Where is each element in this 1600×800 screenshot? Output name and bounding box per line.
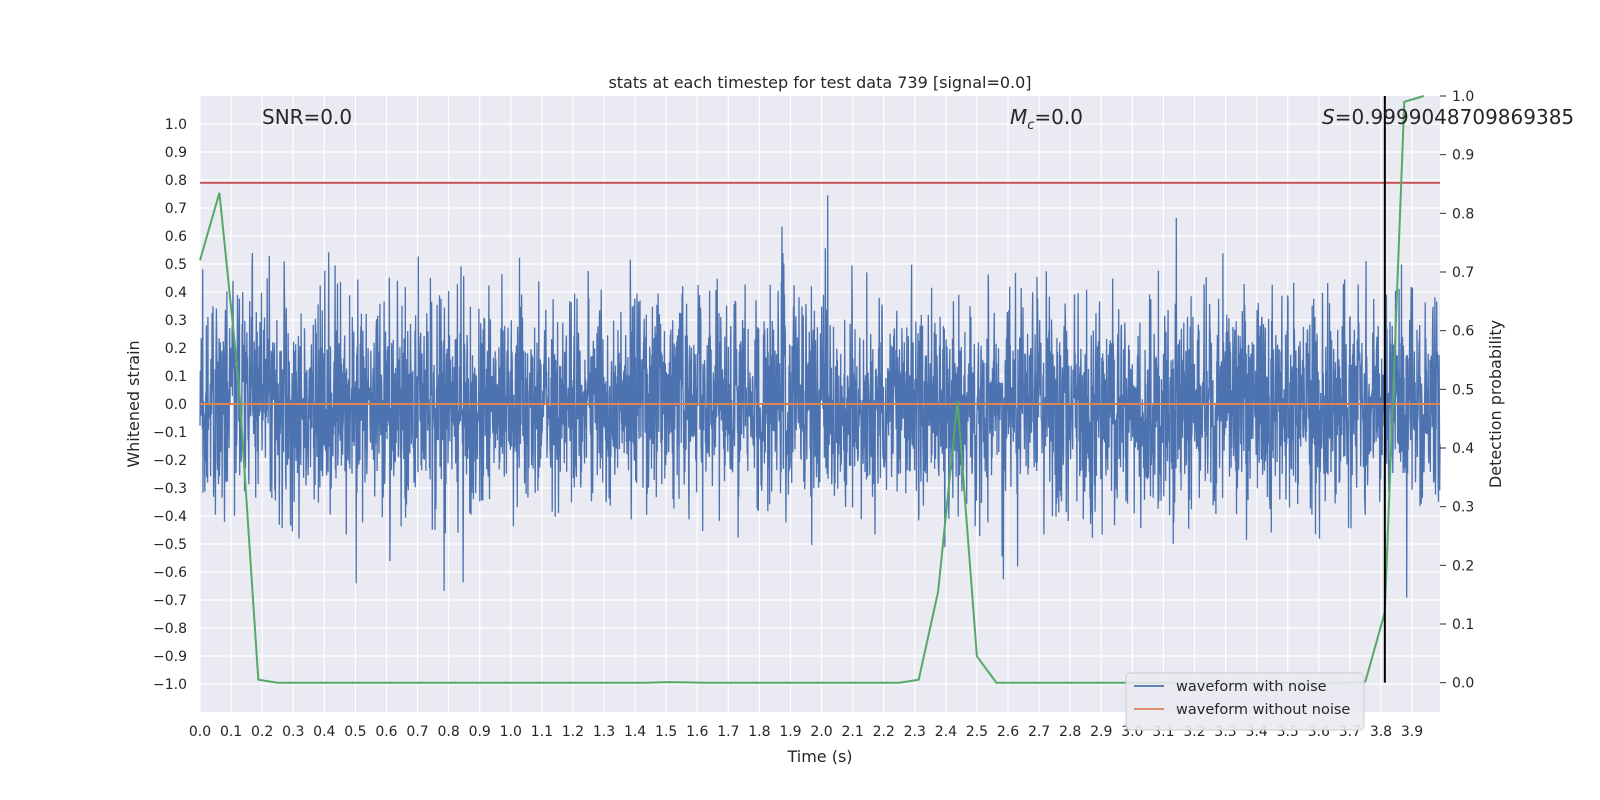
legend: waveform with noise waveform without noi…: [1125, 672, 1365, 731]
legend-label-without-noise: waveform without noise: [1176, 702, 1350, 718]
y-left-tick-label: 0.7: [165, 201, 187, 217]
x-tick-label: 2.1: [841, 724, 863, 740]
y-left-tick-label: −0.7: [153, 593, 187, 609]
chirp-mass-annotation: Mc=0.0: [1010, 105, 1083, 133]
y-right-tick-label: 0.5: [1452, 382, 1474, 398]
x-tick-label: 2.3: [904, 724, 926, 740]
x-tick-label: 1.4: [624, 724, 646, 740]
x-tick-label: 3.9: [1401, 724, 1423, 740]
x-tick-label: 1.6: [686, 724, 708, 740]
y-left-tick-label: 0.0: [165, 397, 187, 413]
y-left-tick-label: −0.3: [153, 481, 187, 497]
x-tick-label: 2.9: [1090, 724, 1112, 740]
y-left-tick-label: 0.8: [165, 173, 187, 189]
waveform-with-noise-series: [199, 195, 1441, 598]
x-tick-label: 1.3: [593, 724, 615, 740]
x-tick-label: 3.8: [1370, 724, 1392, 740]
x-tick-label: 0.3: [282, 724, 304, 740]
x-tick-label: 1.1: [531, 724, 553, 740]
y-left-tick-label: 1.0: [165, 117, 187, 133]
y-left-tick-label: −0.2: [153, 453, 187, 469]
y-right-tick-label: 0.8: [1452, 206, 1474, 222]
x-tick-label: 0.2: [251, 724, 273, 740]
y-right-tick-label: 0.4: [1452, 441, 1474, 457]
chirp-mass-value: =0.0: [1034, 105, 1083, 129]
x-tick-label: 1.9: [779, 724, 801, 740]
y-axis-right-ticks: 1.0 0.9 0.8 0.7 0.6 0.5 0.4 0.3 0.2 0.1 0.0: [1440, 89, 1474, 692]
y-left-tick-label: −0.8: [153, 621, 187, 637]
y-left-tick-label: −1.0: [153, 677, 187, 693]
x-tick-label: 1.8: [748, 724, 770, 740]
y-right-tick-label: 0.1: [1452, 617, 1474, 633]
x-tick-label: 0.8: [437, 724, 459, 740]
y-right-tick-label: 0.0: [1452, 676, 1474, 692]
x-tick-label: 0.7: [406, 724, 428, 740]
x-tick-label: 0.0: [189, 724, 211, 740]
y-right-tick-label: 0.3: [1452, 500, 1474, 516]
x-tick-label: 2.7: [1028, 724, 1050, 740]
y-right-tick-label: 0.7: [1452, 265, 1474, 281]
x-tick-label: 2.5: [966, 724, 988, 740]
y-left-tick-label: 0.5: [165, 257, 187, 273]
chart-title: stats at each timestep for test data 739…: [608, 73, 1031, 92]
x-tick-label: 2.8: [1059, 724, 1081, 740]
chirp-mass-subscript: c: [1027, 118, 1034, 133]
x-tick-label: 1.7: [717, 724, 739, 740]
x-tick-label: 0.9: [469, 724, 491, 740]
y-left-tick-label: 0.3: [165, 313, 187, 329]
x-tick-label: 0.4: [313, 724, 335, 740]
y-left-tick-label: −0.5: [153, 537, 187, 553]
legend-box: [1125, 672, 1365, 731]
y-right-tick-label: 0.6: [1452, 324, 1474, 340]
x-tick-label: 2.0: [810, 724, 832, 740]
x-tick-label: 1.0: [500, 724, 522, 740]
waveform-with-noise-line: [199, 195, 1441, 598]
chirp-mass-symbol: M: [1010, 105, 1027, 129]
score-value: =0.9999048709869385: [1335, 105, 1574, 129]
y-left-tick-label: 0.4: [165, 285, 187, 301]
y-left-tick-label: −0.6: [153, 565, 187, 581]
y-left-tick-label: 0.6: [165, 229, 187, 245]
y-left-tick-label: 0.9: [165, 145, 187, 161]
y-left-tick-label: 0.2: [165, 341, 187, 357]
y-axis-right-label: Detection probability: [1486, 320, 1505, 488]
y-axis-left-ticks: 1.0 0.9 0.8 0.7 0.6 0.5 0.4 0.3 0.2 0.1 0.0 −0.1 −0.…: [153, 117, 187, 693]
y-right-tick-label: 1.0: [1452, 89, 1474, 105]
x-tick-label: 1.5: [655, 724, 677, 740]
x-tick-label: 0.1: [220, 724, 242, 740]
x-tick-label: 0.6: [375, 724, 397, 740]
x-tick-label: 2.2: [873, 724, 895, 740]
y-axis-left-label: Whitened strain: [124, 340, 143, 467]
x-tick-label: 1.2: [562, 724, 584, 740]
y-left-tick-label: −0.4: [153, 509, 187, 525]
legend-label-with-noise: waveform with noise: [1176, 679, 1327, 695]
x-tick-label: 0.5: [344, 724, 366, 740]
x-axis-label: Time (s): [786, 747, 852, 766]
y-right-tick-label: 0.9: [1452, 148, 1474, 164]
y-left-tick-label: −0.9: [153, 649, 187, 665]
score-annotation: S=0.9999048709869385: [1322, 105, 1574, 129]
y-left-tick-label: 0.1: [165, 369, 187, 385]
x-tick-label: 2.6: [997, 724, 1019, 740]
y-right-tick-label: 0.2: [1452, 558, 1474, 574]
score-symbol: S: [1322, 105, 1335, 129]
snr-annotation: SNR=0.0: [262, 105, 352, 129]
x-tick-label: 2.4: [935, 724, 957, 740]
y-left-tick-label: −0.1: [153, 425, 187, 441]
